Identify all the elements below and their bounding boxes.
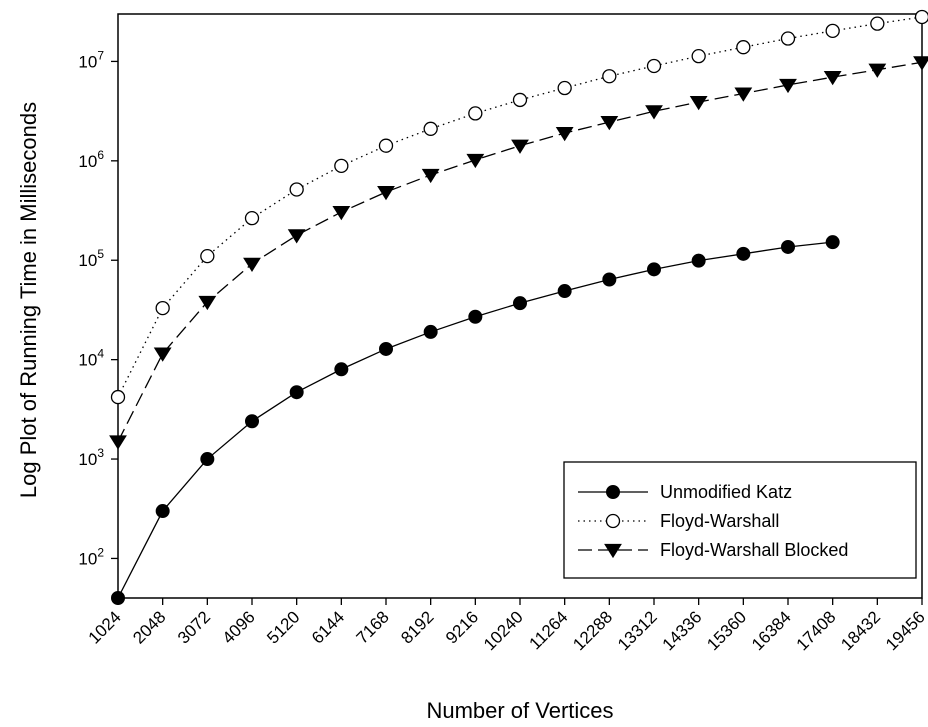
legend-marker (607, 515, 620, 528)
y-tick-label: 106 (78, 148, 104, 171)
data-point (558, 82, 571, 95)
data-point (692, 254, 705, 267)
data-point (557, 128, 573, 141)
legend-label: Floyd-Warshall Blocked (660, 540, 848, 560)
x-tick-label: 18432 (837, 607, 884, 654)
data-point (201, 250, 214, 263)
data-point (603, 273, 616, 286)
x-tick-label: 4096 (219, 607, 259, 647)
x-tick-label: 17408 (793, 607, 840, 654)
legend-label: Unmodified Katz (660, 482, 792, 502)
data-point (378, 186, 394, 199)
data-point (201, 453, 214, 466)
series-floyd-warshall-blocked (110, 57, 928, 449)
x-tick-label: 10240 (480, 607, 527, 654)
x-tick-label: 13312 (614, 607, 661, 654)
data-point (244, 258, 260, 271)
data-point (424, 122, 437, 135)
data-point (737, 247, 750, 260)
series-line (118, 62, 922, 441)
legend-marker (607, 486, 620, 499)
data-point (691, 96, 707, 109)
data-point (380, 342, 393, 355)
data-point (514, 297, 527, 310)
data-point (110, 436, 126, 449)
x-axis-title: Number of Vertices (426, 698, 613, 722)
data-point (246, 415, 259, 428)
data-point (335, 363, 348, 376)
data-point (290, 183, 303, 196)
y-tick-label: 104 (78, 347, 104, 370)
data-point (333, 206, 349, 219)
data-point (826, 24, 839, 37)
data-point (869, 64, 885, 77)
x-tick-label: 7168 (353, 607, 393, 647)
data-point (199, 296, 215, 309)
data-point (112, 592, 125, 605)
data-point (424, 325, 437, 338)
x-tick-label: 3072 (174, 607, 214, 647)
x-tick-label: 15360 (703, 607, 750, 654)
data-point (826, 236, 839, 249)
x-tick-label: 1024 (85, 607, 125, 647)
data-point (871, 17, 884, 30)
data-point (290, 386, 303, 399)
data-point (155, 348, 171, 361)
x-tick-label: 11264 (526, 607, 572, 653)
x-tick-label: 6144 (308, 607, 348, 647)
series-line (118, 17, 922, 397)
data-point (603, 70, 616, 83)
data-point (380, 139, 393, 152)
data-point (825, 72, 841, 85)
x-tick-label: 5120 (263, 607, 303, 647)
x-tick-label: 8192 (397, 607, 437, 647)
data-point (469, 310, 482, 323)
data-point (648, 59, 661, 72)
y-tick-label: 103 (78, 446, 104, 469)
x-tick-label: 9216 (442, 607, 482, 647)
data-point (916, 10, 928, 23)
y-axis-title: Log Plot of Running Time in Milliseconds (16, 102, 41, 498)
data-point (246, 212, 259, 225)
data-point (512, 140, 528, 153)
x-tick-label: 16384 (748, 607, 795, 654)
data-point (737, 41, 750, 54)
data-point (558, 285, 571, 298)
x-tick-label: 12288 (569, 607, 616, 654)
data-point (289, 230, 305, 243)
data-point (782, 32, 795, 45)
legend: Unmodified Katz Floyd-Warshall Floyd-Warsh… (564, 462, 916, 578)
x-tick-label: 14336 (659, 607, 706, 654)
data-point (335, 159, 348, 172)
x-tick-label: 2048 (129, 607, 169, 647)
y-tick-label: 102 (78, 545, 104, 568)
data-point (514, 93, 527, 106)
y-axis: 102 103 104 105 106 107 (78, 48, 118, 568)
y-tick-label: 107 (78, 48, 104, 71)
series-floyd-warshall (112, 10, 928, 403)
y-tick-label: 105 (78, 247, 104, 270)
data-point (782, 240, 795, 253)
legend-label: Floyd-Warshall (660, 511, 779, 531)
data-point (112, 391, 125, 404)
data-point (156, 505, 169, 518)
data-point (648, 263, 661, 276)
data-point (469, 107, 482, 120)
data-point (467, 154, 483, 167)
x-tick-label: 19456 (882, 607, 928, 654)
data-point (692, 50, 705, 63)
data-point (423, 169, 439, 182)
data-point (156, 302, 169, 315)
